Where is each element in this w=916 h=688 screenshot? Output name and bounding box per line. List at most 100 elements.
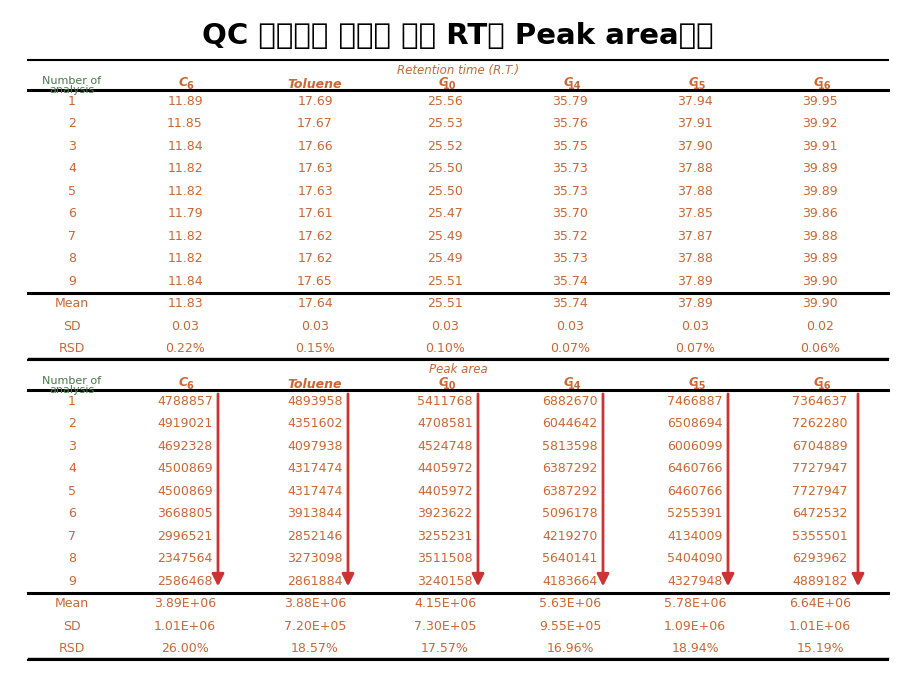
Text: 5404090: 5404090: [667, 552, 723, 566]
Text: 16: 16: [818, 381, 832, 391]
Text: 2347564: 2347564: [158, 552, 213, 566]
Text: 7: 7: [68, 230, 76, 243]
Text: Peak area: Peak area: [429, 363, 487, 376]
Text: 6704889: 6704889: [792, 440, 848, 453]
Text: 3273098: 3273098: [288, 552, 343, 566]
Text: 17.65: 17.65: [297, 275, 333, 288]
Text: 7466887: 7466887: [667, 395, 723, 408]
Text: 6387292: 6387292: [542, 485, 597, 497]
Text: 5.78E+06: 5.78E+06: [664, 597, 726, 610]
Text: 39.95: 39.95: [802, 95, 838, 108]
Text: 37.89: 37.89: [677, 297, 713, 310]
Text: 4: 4: [68, 162, 76, 175]
Text: C: C: [563, 376, 572, 389]
Text: 35.75: 35.75: [552, 140, 588, 153]
Text: 2852146: 2852146: [288, 530, 343, 543]
Text: 8: 8: [68, 552, 76, 566]
Text: 2861884: 2861884: [288, 574, 343, 588]
Text: 4134009: 4134009: [668, 530, 723, 543]
Text: 25.49: 25.49: [427, 230, 463, 243]
Text: 0.07%: 0.07%: [675, 342, 715, 355]
Text: 15: 15: [693, 81, 707, 91]
Text: 10: 10: [443, 81, 457, 91]
Text: 7727947: 7727947: [792, 462, 848, 475]
Text: 6006099: 6006099: [667, 440, 723, 453]
Text: 39.92: 39.92: [802, 117, 838, 130]
Text: 6882670: 6882670: [542, 395, 598, 408]
Text: 11.82: 11.82: [168, 230, 202, 243]
Text: 25.51: 25.51: [427, 275, 463, 288]
Text: C: C: [563, 76, 572, 89]
Text: 5: 5: [68, 185, 76, 197]
Text: 1.01E+06: 1.01E+06: [789, 620, 851, 633]
Text: C: C: [179, 376, 188, 389]
Text: 39.90: 39.90: [802, 297, 838, 310]
Text: 3.88E+06: 3.88E+06: [284, 597, 346, 610]
Text: 6: 6: [187, 381, 193, 391]
Text: 6.64E+06: 6.64E+06: [789, 597, 851, 610]
Text: 17.63: 17.63: [297, 185, 333, 197]
Text: C: C: [689, 76, 698, 89]
Text: 6460766: 6460766: [668, 485, 723, 497]
Text: 6508694: 6508694: [667, 417, 723, 430]
Text: 0.22%: 0.22%: [165, 342, 205, 355]
Text: 17.67: 17.67: [297, 117, 333, 130]
Text: 0.03: 0.03: [556, 320, 583, 333]
Text: 25.53: 25.53: [427, 117, 463, 130]
Text: 37.85: 37.85: [677, 207, 713, 220]
Text: C: C: [179, 76, 188, 89]
Text: 16.96%: 16.96%: [546, 643, 594, 655]
Text: C: C: [689, 376, 698, 389]
Text: 5411768: 5411768: [418, 395, 473, 408]
Text: C: C: [813, 376, 823, 389]
Text: 1.01E+06: 1.01E+06: [154, 620, 216, 633]
Text: Mean: Mean: [55, 597, 89, 610]
Text: analysis: analysis: [49, 385, 94, 395]
Text: 1.09E+06: 1.09E+06: [664, 620, 726, 633]
Text: 9: 9: [68, 574, 76, 588]
Text: RSD: RSD: [59, 342, 85, 355]
Text: 0.03: 0.03: [171, 320, 199, 333]
Text: 3923622: 3923622: [418, 507, 473, 520]
Text: 3: 3: [68, 140, 76, 153]
Text: 11.84: 11.84: [168, 140, 202, 153]
Text: 7364637: 7364637: [792, 395, 847, 408]
Text: 5.63E+06: 5.63E+06: [539, 597, 601, 610]
Text: 3511508: 3511508: [417, 552, 473, 566]
Text: 11.89: 11.89: [168, 95, 202, 108]
Text: 39.90: 39.90: [802, 275, 838, 288]
Text: 0.06%: 0.06%: [800, 342, 840, 355]
Text: 37.89: 37.89: [677, 275, 713, 288]
Text: 7727947: 7727947: [792, 485, 848, 497]
Text: 4500869: 4500869: [158, 485, 213, 497]
Text: 4919021: 4919021: [158, 417, 213, 430]
Text: 0.15%: 0.15%: [295, 342, 335, 355]
Text: 17.62: 17.62: [297, 230, 333, 243]
Text: 1: 1: [68, 95, 76, 108]
Text: 0.02: 0.02: [806, 320, 834, 333]
Text: 0.03: 0.03: [431, 320, 459, 333]
Text: 39.86: 39.86: [802, 207, 838, 220]
Text: 0.03: 0.03: [301, 320, 329, 333]
Text: 11.82: 11.82: [168, 185, 202, 197]
Text: 17.66: 17.66: [297, 140, 333, 153]
Text: Number of: Number of: [42, 76, 102, 86]
Text: 39.89: 39.89: [802, 252, 838, 266]
Text: 11.85: 11.85: [167, 117, 202, 130]
Text: 7.20E+05: 7.20E+05: [284, 620, 346, 633]
Text: 35.73: 35.73: [552, 162, 588, 175]
Text: 17.69: 17.69: [297, 95, 333, 108]
Text: 5: 5: [68, 485, 76, 497]
Text: 11.82: 11.82: [168, 162, 202, 175]
Text: SD: SD: [63, 320, 81, 333]
Text: 35.70: 35.70: [552, 207, 588, 220]
Text: 6: 6: [68, 207, 76, 220]
Text: 5096178: 5096178: [542, 507, 598, 520]
Text: 4.15E+06: 4.15E+06: [414, 597, 476, 610]
Text: 39.88: 39.88: [802, 230, 838, 243]
Text: 39.89: 39.89: [802, 185, 838, 197]
Text: 25.47: 25.47: [427, 207, 463, 220]
Text: 4524748: 4524748: [418, 440, 473, 453]
Text: 11.79: 11.79: [168, 207, 202, 220]
Text: Toluene: Toluene: [288, 78, 343, 91]
